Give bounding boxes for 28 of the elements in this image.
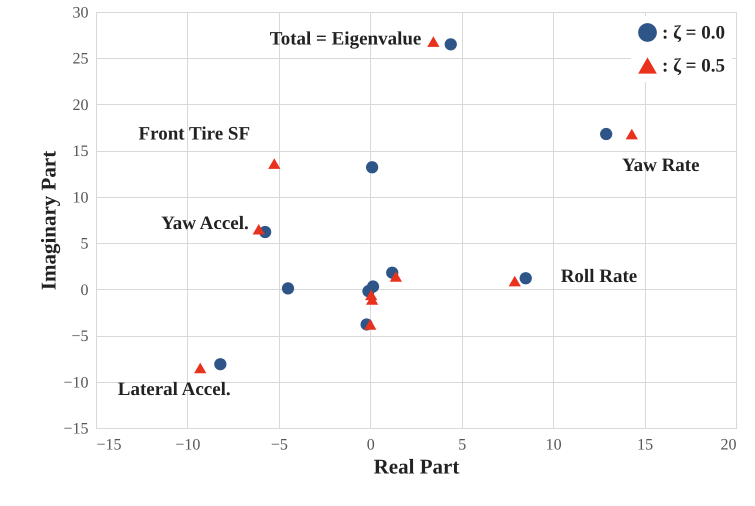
annotation: Front Tire SF [138,124,250,145]
y-tick-label: −10 [63,374,88,392]
y-tick-label: 30 [72,4,88,22]
legend-label: : ζ = 0.5 [662,56,726,76]
annotation: Lateral Accel. [118,378,231,400]
y-tick-label: 10 [72,189,88,206]
x-tick-label: 5 [458,436,466,454]
x-tick-label: −5 [270,436,288,454]
x-tick-label: −10 [175,436,200,454]
annotation: Yaw Rate [622,155,700,176]
y-axis-title: Imaginary Part [36,150,60,290]
x-tick-label: 10 [546,436,562,454]
y-tick-label: −15 [63,420,88,438]
y-tick-label: 5 [80,236,88,253]
annotation: Yaw Accel. [161,213,249,234]
y-tick-label: 15 [72,143,88,160]
x-tick-label: 0 [366,436,375,454]
x-tick-label: −15 [96,436,122,454]
x-tick-label: 15 [637,436,654,454]
y-tick-label: 0 [80,282,88,299]
annotation: Total = Eigenvalue [270,28,422,50]
y-tick-label: 25 [72,50,88,68]
x-axis-title: Real Part [374,454,460,478]
legend-label: : ζ = 0.0 [662,22,726,44]
y-tick-label: 20 [72,96,88,114]
y-tick-label: −5 [71,328,88,346]
annotation: Roll Rate [560,266,638,288]
x-tick-label: 20 [720,436,736,454]
